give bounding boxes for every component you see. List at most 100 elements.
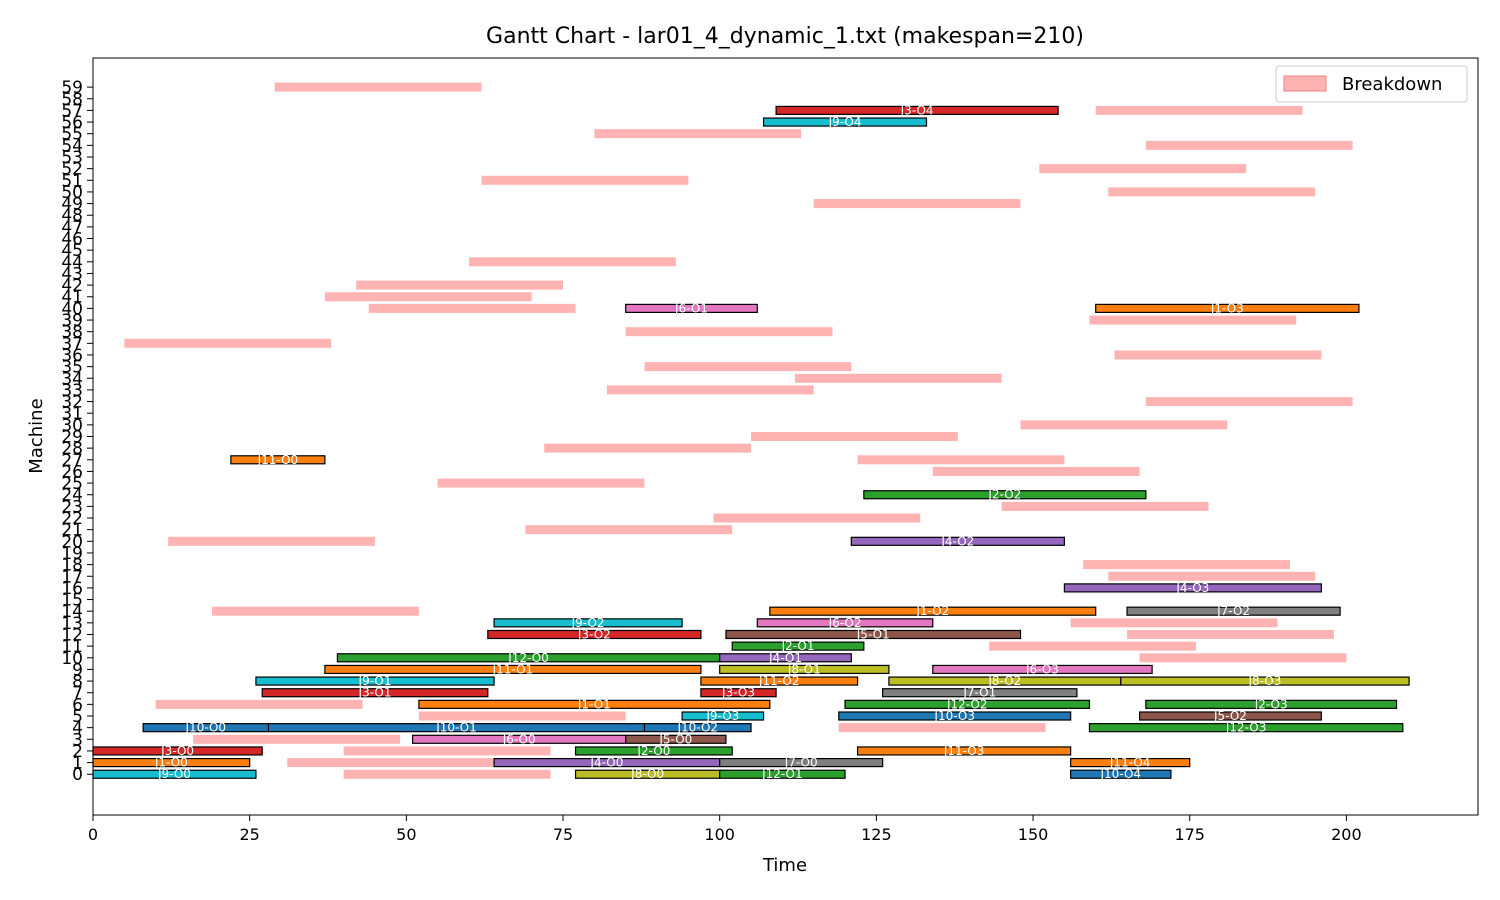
breakdown-bar (1127, 629, 1334, 639)
operation-bar (850, 536, 1065, 546)
operation-bar (418, 699, 771, 709)
y-tick-label: 55 (61, 125, 83, 145)
y-tick-label: 46 (61, 230, 83, 250)
y-tick-label: 7 (72, 684, 83, 704)
breakdown-bar (481, 175, 689, 185)
operation-label: J2-O1 (781, 639, 815, 653)
operation-bar (838, 711, 1072, 721)
breakdown-bar (1108, 571, 1316, 581)
breakdown-bar (168, 536, 376, 546)
y-tick-label: 19 (61, 544, 83, 564)
y-tick-label: 47 (61, 218, 83, 238)
breakdown-bar (343, 769, 551, 779)
breakdown-bar (1108, 187, 1316, 197)
operation-label: J3-O4 (900, 103, 934, 117)
y-tick-label: 56 (61, 113, 83, 133)
operation-label: J12-O3 (1225, 721, 1267, 735)
breakdown-bar (794, 373, 1002, 383)
breakdown-bar (1039, 164, 1247, 174)
operation-label: J9-O1 (358, 674, 392, 688)
operation-layer: J9-O0 J8-O0 J12-O1 J10-O4 J1-O0 J4-O0 J7-O0 J11… (92, 103, 1410, 781)
operation-bar (1063, 583, 1322, 593)
operation-bar (681, 711, 765, 721)
operation-label: J5-O1 (856, 627, 890, 641)
x-tick-label: 125 (861, 825, 892, 844)
breakdown-bar (544, 443, 752, 453)
breakdown-bar (625, 327, 833, 337)
operation-label: J1-O2 (915, 604, 949, 618)
operation-bar (700, 676, 859, 686)
operation-label: J7-O0 (784, 756, 818, 770)
y-tick-label: 44 (61, 253, 83, 273)
operation-label: J4-O1 (768, 651, 802, 665)
y-tick-label: 45 (61, 241, 83, 261)
y-tick-label: 11 (61, 637, 83, 657)
y-tick-label: 18 (61, 556, 83, 576)
x-axis-label: Time (762, 855, 807, 876)
y-tick-label: 13 (61, 614, 83, 634)
operation-bar (643, 723, 752, 733)
breakdown-bar (1001, 501, 1209, 511)
y-axis-label: Machine (26, 398, 47, 473)
operation-bar (493, 618, 683, 628)
operation-label: J6-O1 (674, 301, 708, 315)
y-axis: 0123456789101112131415161718192021222324… (61, 78, 93, 785)
breakdown-bar (1070, 618, 1278, 628)
operation-label: J1-O0 (154, 756, 188, 770)
y-tick-label: 16 (61, 579, 83, 599)
y-tick-label: 15 (61, 591, 83, 611)
operation-label: J9-O4 (828, 115, 862, 129)
operation-label: J11-O4 (1109, 756, 1151, 770)
y-tick-label: 1 (72, 754, 83, 774)
operation-bar (719, 757, 884, 768)
operation-bar (856, 746, 1072, 756)
y-tick-label: 53 (61, 148, 83, 168)
breakdown-layer (124, 82, 1353, 779)
operation-label: J9-O2 (571, 616, 605, 630)
y-tick-label: 12 (61, 625, 83, 645)
breakdown-bar (1139, 653, 1347, 663)
y-tick-label: 10 (61, 649, 83, 669)
operation-label: J7-O2 (1216, 604, 1250, 618)
y-tick-label: 17 (61, 567, 83, 587)
y-tick-label: 35 (61, 358, 83, 378)
operation-label: J11-O1 (492, 662, 534, 676)
y-tick-label: 20 (61, 532, 83, 552)
operation-label: J12-O2 (946, 697, 988, 711)
operation-label: J11-O2 (758, 674, 800, 688)
operation-label: J8-O3 (1247, 674, 1281, 688)
operation-bar (1070, 769, 1172, 779)
breakdown-bar (437, 478, 645, 488)
operation-label: J10-O0 (185, 721, 227, 735)
y-tick-label: 29 (61, 428, 83, 448)
y-tick-label: 8 (72, 672, 83, 692)
y-tick-label: 2 (72, 742, 83, 762)
operation-label: J4-O3 (1175, 581, 1209, 595)
operation-label: J12-O1 (761, 767, 803, 781)
legend-swatch-breakdown (1283, 75, 1327, 92)
operation-label: J10-O2 (676, 721, 718, 735)
operation-bar (932, 664, 1153, 675)
y-tick-label: 9 (72, 660, 83, 680)
operation-label: J5-O2 (1213, 709, 1247, 723)
operation-label: J8-O2 (987, 674, 1021, 688)
operation-bar (1095, 303, 1360, 313)
operation-bar (1138, 711, 1322, 721)
operation-label: J3-O3 (721, 686, 755, 700)
y-tick-label: 26 (61, 462, 83, 482)
breakdown-bar (124, 338, 332, 348)
y-tick-label: 57 (61, 101, 83, 121)
breakdown-bar (989, 641, 1196, 651)
y-tick-label: 40 (61, 299, 83, 319)
y-tick-label: 49 (61, 195, 83, 215)
y-tick-label: 25 (61, 474, 83, 494)
operation-bar (725, 629, 1022, 640)
operation-bar (719, 664, 890, 675)
legend-box (1275, 65, 1468, 103)
y-tick-label: 50 (61, 183, 83, 203)
operation-bar (1145, 699, 1398, 709)
y-tick-label: 52 (61, 160, 83, 180)
x-tick-label: 75 (553, 825, 573, 844)
y-tick-label: 38 (61, 323, 83, 343)
